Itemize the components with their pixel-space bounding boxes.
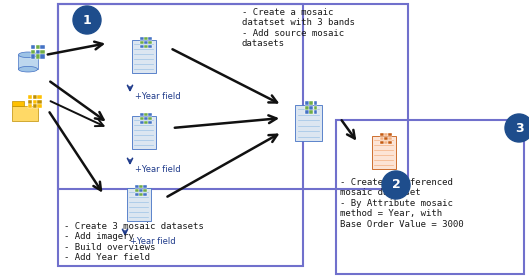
Bar: [305, 106, 308, 110]
Bar: [135, 193, 139, 196]
Bar: [140, 121, 144, 124]
Bar: [380, 133, 384, 136]
Bar: [309, 101, 313, 105]
Bar: [140, 117, 144, 120]
Text: - Create a mosaic
datatset with 3 bands
- Add source mosaic
datasets: - Create a mosaic datatset with 3 bands …: [242, 8, 355, 48]
Text: 3: 3: [515, 122, 523, 134]
Bar: [35, 45, 40, 49]
Bar: [19, 55, 38, 69]
Bar: [336, 120, 524, 274]
Bar: [144, 113, 148, 116]
Bar: [372, 136, 396, 169]
Bar: [148, 37, 152, 40]
Bar: [28, 95, 32, 99]
Bar: [384, 141, 388, 144]
Bar: [132, 116, 156, 150]
Ellipse shape: [19, 66, 38, 72]
Bar: [314, 101, 317, 105]
Text: +Year field: +Year field: [130, 237, 176, 246]
Bar: [139, 185, 143, 188]
Bar: [309, 110, 313, 114]
Text: - Create 3 mosaic datasets
- Add imagery
- Build overviews
- Add Year field: - Create 3 mosaic datasets - Add imagery…: [64, 222, 204, 262]
Bar: [33, 104, 37, 109]
Bar: [380, 137, 384, 140]
Text: +Year field: +Year field: [135, 165, 180, 174]
Bar: [35, 54, 40, 59]
Bar: [38, 100, 41, 104]
Bar: [305, 101, 308, 105]
Bar: [144, 37, 148, 40]
Bar: [384, 137, 388, 140]
Circle shape: [382, 171, 410, 199]
Bar: [148, 113, 152, 116]
Ellipse shape: [19, 52, 38, 58]
Bar: [40, 45, 44, 49]
Bar: [148, 41, 152, 44]
Bar: [40, 50, 44, 54]
Bar: [38, 95, 41, 99]
Bar: [388, 141, 392, 144]
Bar: [135, 185, 139, 188]
Bar: [12, 101, 24, 106]
Bar: [28, 104, 32, 109]
Circle shape: [73, 6, 101, 34]
Bar: [314, 106, 317, 110]
Bar: [33, 100, 37, 104]
Bar: [40, 54, 44, 59]
Bar: [144, 117, 148, 120]
Bar: [309, 106, 313, 110]
Bar: [58, 4, 408, 189]
Bar: [388, 133, 392, 136]
Bar: [140, 45, 144, 48]
Bar: [296, 105, 322, 141]
Bar: [12, 106, 38, 121]
Bar: [388, 137, 392, 140]
Bar: [380, 141, 384, 144]
Circle shape: [505, 114, 529, 142]
Bar: [314, 110, 317, 114]
Bar: [31, 50, 35, 54]
Bar: [132, 40, 156, 73]
Bar: [38, 104, 41, 109]
Text: 2: 2: [391, 179, 400, 192]
Bar: [144, 41, 148, 44]
Bar: [143, 193, 147, 196]
Bar: [140, 37, 144, 40]
Text: +Year field: +Year field: [135, 92, 180, 101]
Bar: [31, 45, 35, 49]
Bar: [126, 188, 151, 221]
Bar: [144, 121, 148, 124]
Bar: [143, 185, 147, 188]
Bar: [140, 41, 144, 44]
Bar: [135, 189, 139, 192]
Bar: [148, 121, 152, 124]
Bar: [139, 193, 143, 196]
Bar: [148, 45, 152, 48]
Bar: [139, 189, 143, 192]
Bar: [31, 54, 35, 59]
Bar: [33, 95, 37, 99]
Text: - Create a referenced
mosaic datatset
- By Attribute mosaic
method = Year, with
: - Create a referenced mosaic datatset - …: [340, 178, 463, 228]
Bar: [35, 50, 40, 54]
Bar: [28, 100, 32, 104]
Bar: [148, 117, 152, 120]
Bar: [144, 45, 148, 48]
Bar: [58, 4, 303, 266]
Bar: [140, 113, 144, 116]
Bar: [384, 133, 388, 136]
Bar: [305, 110, 308, 114]
Text: 1: 1: [83, 13, 92, 27]
Bar: [143, 189, 147, 192]
